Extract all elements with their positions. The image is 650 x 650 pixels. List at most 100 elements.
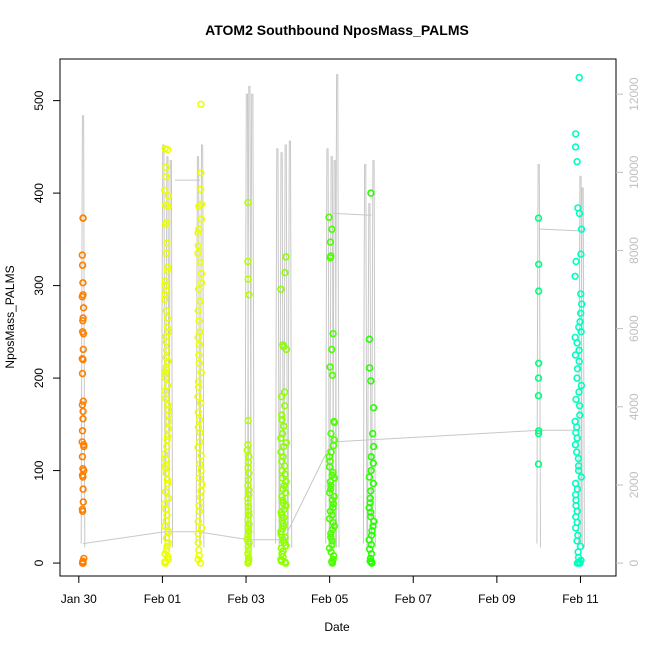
data-point — [573, 158, 581, 166]
data-point — [197, 185, 205, 194]
data-point — [573, 537, 581, 545]
altitude-spike — [275, 148, 280, 548]
data-point — [278, 411, 286, 419]
data-point — [280, 422, 288, 430]
data-point — [281, 268, 289, 277]
data-point — [194, 306, 202, 315]
data-point — [195, 341, 204, 349]
data-point — [164, 401, 172, 409]
data-point — [79, 345, 88, 354]
data-point — [534, 429, 543, 438]
data-point — [196, 297, 204, 305]
series — [194, 100, 206, 567]
data-point — [575, 388, 583, 396]
data-point — [80, 442, 88, 451]
data-point — [162, 469, 170, 477]
data-point — [534, 460, 543, 468]
data-point — [161, 522, 169, 530]
x-tick-label: Feb 01 — [144, 592, 182, 606]
y-tick-label: 400 — [32, 183, 46, 203]
data-point — [325, 463, 334, 471]
data-point — [367, 487, 375, 495]
altitude-spike — [325, 148, 330, 548]
series — [243, 198, 253, 567]
y-tick-label: 300 — [32, 275, 46, 295]
y-axis-label: NposMass_PALMS — [3, 265, 17, 368]
data-point — [328, 371, 337, 379]
data-point — [79, 407, 87, 416]
data-point — [164, 538, 172, 547]
data-point — [282, 253, 290, 261]
data-point — [573, 434, 581, 442]
data-point — [244, 542, 252, 551]
data-point — [329, 500, 338, 508]
data-point — [329, 518, 337, 527]
altitude-spike — [287, 140, 293, 548]
data-point — [161, 387, 169, 395]
data-point — [330, 418, 339, 427]
data-point — [277, 285, 285, 293]
data-point — [194, 285, 203, 293]
data-point — [327, 529, 335, 538]
data-point — [575, 209, 584, 218]
data-point — [163, 476, 172, 484]
data-point — [197, 215, 206, 223]
data-point — [326, 238, 335, 246]
data-point — [161, 488, 170, 496]
data-point — [162, 546, 171, 554]
y-right-tick-label: 2000 — [627, 471, 641, 498]
altitude-spike — [199, 144, 205, 548]
data-point — [327, 481, 335, 490]
data-point — [244, 515, 252, 524]
data-point — [575, 346, 583, 354]
data-point — [328, 496, 337, 504]
data-point — [365, 335, 374, 343]
data-point — [577, 250, 585, 258]
data-point — [577, 225, 586, 233]
data-point — [195, 351, 203, 359]
data-point — [277, 527, 285, 536]
data-point — [196, 493, 205, 502]
data-point — [576, 290, 585, 298]
data-point — [194, 242, 203, 250]
x-tick-label: Feb 07 — [395, 592, 433, 606]
data-point — [164, 145, 172, 154]
data-point — [161, 559, 169, 567]
data-point — [194, 392, 202, 401]
data-point — [78, 369, 87, 378]
altitude-spike — [334, 74, 340, 548]
x-axis-label: Date — [324, 620, 350, 634]
data-point — [328, 526, 337, 534]
data-point — [576, 309, 585, 317]
x-tick-label: Jan 30 — [61, 592, 97, 606]
data-point — [245, 291, 253, 299]
data-point — [196, 399, 205, 407]
altitude-cruise-segment — [333, 212, 372, 216]
data-point — [195, 474, 204, 482]
y-right-tick-label: 6000 — [627, 315, 641, 342]
data-point — [573, 365, 582, 373]
series — [571, 73, 586, 567]
data-point — [577, 328, 585, 336]
series — [365, 189, 378, 567]
data-point — [196, 428, 204, 437]
data-point — [534, 214, 543, 222]
data-point — [163, 323, 171, 331]
data-point — [79, 415, 87, 423]
data-point — [78, 427, 87, 435]
altitude-transit-line — [82, 429, 581, 545]
data-point — [327, 429, 335, 438]
data-point — [571, 351, 580, 359]
data-point — [369, 429, 377, 438]
data-point — [282, 502, 290, 510]
y-tick-label: 200 — [32, 368, 46, 388]
data-point — [197, 466, 205, 475]
data-point — [245, 511, 253, 519]
data-point — [571, 272, 579, 280]
data-point — [244, 502, 253, 511]
data-point — [366, 499, 374, 507]
data-point — [79, 279, 87, 287]
data-point — [370, 517, 378, 526]
x-tick-label: Feb 03 — [227, 592, 265, 606]
data-point — [194, 538, 202, 547]
